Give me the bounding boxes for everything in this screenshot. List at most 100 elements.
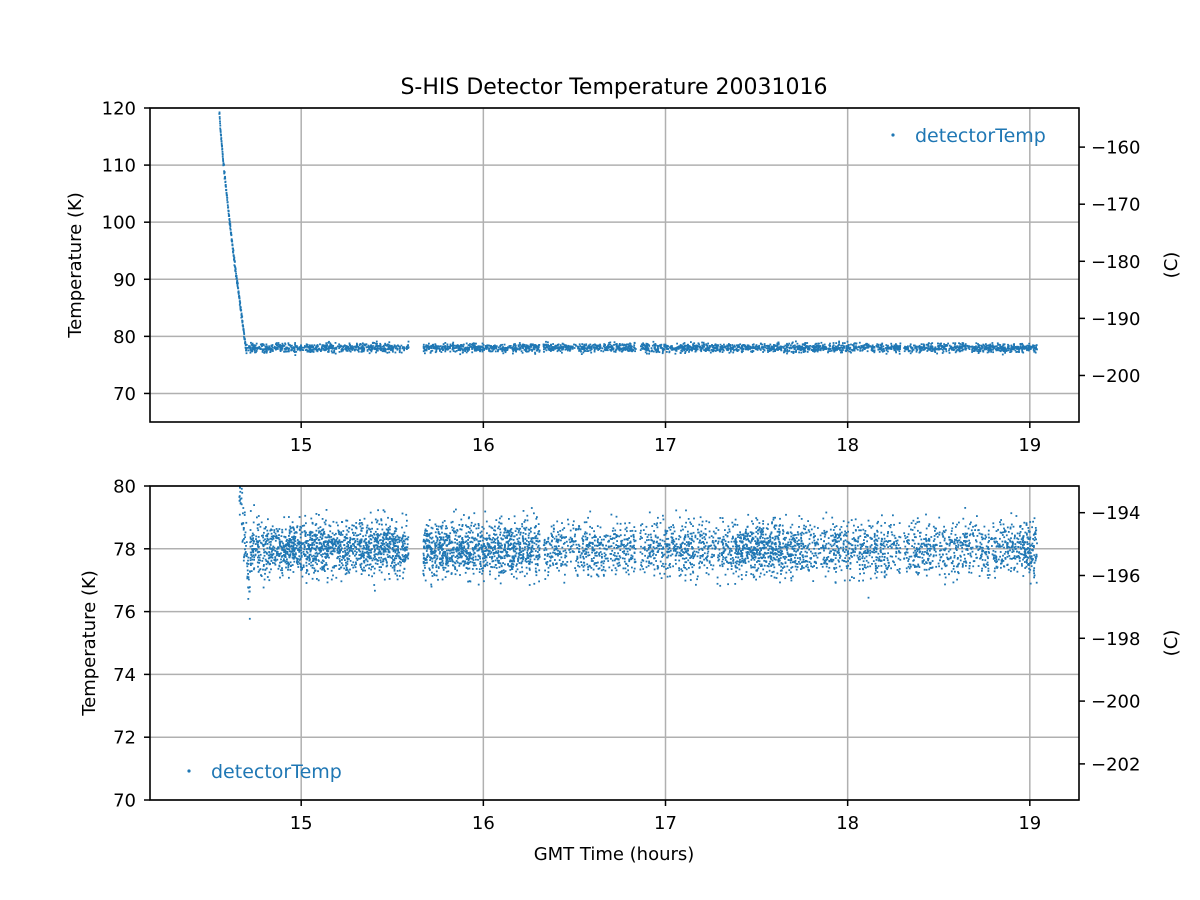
data-point (646, 352, 648, 355)
data-point (224, 180, 227, 183)
data-point (326, 540, 329, 543)
data-point (300, 542, 303, 544)
data-point (325, 564, 328, 566)
data-point (660, 343, 663, 346)
data-point (526, 539, 528, 542)
data-point (306, 570, 308, 572)
data-point (296, 563, 299, 566)
data-point (292, 537, 295, 539)
data-point (296, 526, 298, 529)
data-point (830, 349, 833, 352)
data-point (272, 545, 275, 548)
data-point (382, 542, 385, 545)
data-point (371, 527, 373, 530)
data-point (491, 538, 493, 541)
data-point (890, 342, 893, 345)
data-point (896, 348, 898, 350)
data-point (403, 349, 405, 352)
data-point (384, 342, 387, 345)
data-point (553, 347, 556, 350)
data-point (1004, 350, 1006, 352)
data-point (692, 344, 695, 347)
data-point (672, 347, 675, 350)
data-point (368, 567, 370, 570)
data-point (930, 343, 933, 345)
data-point (525, 344, 528, 347)
bottom-panel: 15 16 17 18 19707274767880−202−200−198−196−1… (79, 477, 1182, 866)
data-point (340, 580, 343, 583)
data-point (853, 347, 856, 350)
data-point (895, 345, 898, 348)
data-point (786, 350, 789, 353)
data-point (373, 347, 376, 349)
data-point (424, 532, 426, 534)
data-point (253, 504, 255, 506)
data-point (257, 543, 259, 546)
data-point (267, 560, 269, 563)
data-point (648, 352, 650, 355)
data-point (474, 564, 477, 567)
data-point (337, 345, 339, 348)
data-point (308, 555, 310, 558)
data-point (344, 551, 347, 554)
data-point (251, 555, 254, 558)
data-point (504, 348, 507, 351)
data-point (369, 542, 371, 545)
data-point (335, 564, 338, 567)
data-point (1002, 349, 1005, 352)
data-point (742, 350, 744, 352)
data-point (331, 347, 334, 350)
data-point (260, 542, 263, 545)
data-point (281, 555, 284, 557)
data-point (575, 344, 577, 347)
data-point (266, 576, 269, 578)
data-point (304, 346, 307, 348)
data-point (218, 116, 221, 118)
data-point (254, 344, 257, 347)
data-point (224, 177, 227, 180)
data-point (270, 540, 272, 543)
data-point (229, 227, 232, 229)
data-point (398, 575, 401, 577)
data-point (521, 351, 524, 354)
data-point (964, 347, 967, 350)
data-point (800, 346, 803, 349)
data-point (320, 545, 323, 548)
data-point (804, 347, 807, 350)
data-point (716, 349, 719, 352)
data-point (534, 351, 536, 354)
data-point (684, 352, 686, 354)
data-point (278, 564, 281, 567)
data-point (491, 347, 494, 349)
data-point (470, 345, 473, 348)
data-point (550, 347, 553, 349)
data-point (338, 547, 341, 549)
data-point (1018, 351, 1020, 353)
data-point (911, 346, 914, 349)
data-point (249, 351, 252, 354)
data-point (378, 569, 381, 572)
data-point (490, 345, 492, 347)
data-point (316, 563, 318, 566)
data-point (1002, 348, 1005, 351)
data-point (734, 345, 736, 348)
data-point (231, 243, 234, 246)
data-point (309, 553, 312, 556)
data-point (305, 522, 307, 525)
data-point (936, 352, 938, 355)
data-point (813, 349, 815, 351)
data-point (940, 348, 942, 350)
data-point (465, 347, 468, 350)
data-point (222, 159, 224, 162)
data-point (252, 539, 254, 541)
data-point (884, 347, 887, 349)
data-point (633, 344, 636, 347)
data-point (269, 544, 272, 546)
data-point (389, 347, 392, 350)
data-point (318, 347, 320, 350)
data-point (972, 350, 975, 352)
data-point (219, 127, 222, 130)
data-point (350, 545, 352, 548)
data-point (978, 348, 980, 351)
data-point (299, 525, 302, 528)
